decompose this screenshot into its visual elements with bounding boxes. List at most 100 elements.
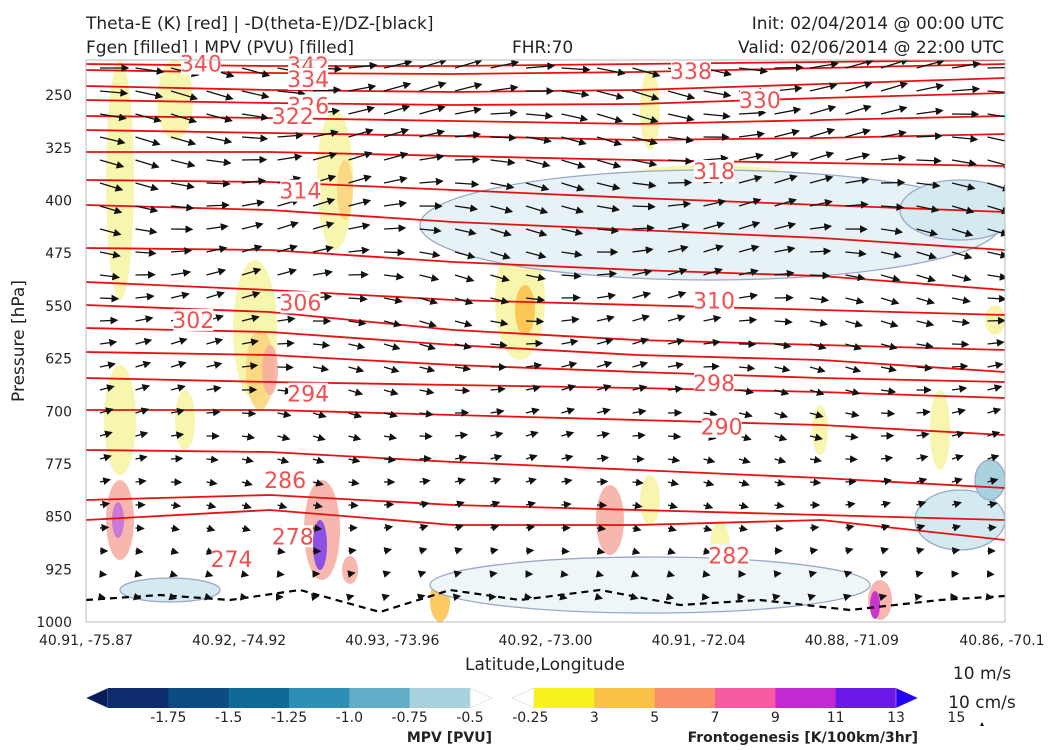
wind-vector bbox=[842, 593, 852, 602]
wind-vector bbox=[916, 274, 936, 283]
wind-vector bbox=[416, 593, 426, 602]
wind-vector bbox=[347, 570, 356, 578]
fill-contour bbox=[515, 285, 535, 335]
theta-e-contour bbox=[86, 179, 1005, 213]
theta-e-label: 298 bbox=[693, 372, 735, 397]
wind-vector bbox=[99, 159, 125, 169]
y-tick-label: 1000 bbox=[36, 615, 72, 631]
wind-vector bbox=[454, 523, 464, 532]
wind-vector bbox=[133, 592, 142, 601]
wind-vector bbox=[703, 524, 713, 533]
wind-vector bbox=[99, 182, 124, 192]
wind-vector bbox=[383, 296, 403, 305]
wind-vector bbox=[809, 388, 825, 396]
theta-e-label: 278 bbox=[272, 525, 314, 550]
wind-vector bbox=[987, 228, 1005, 237]
theta-e-contour bbox=[86, 151, 1005, 167]
wind-vector bbox=[632, 431, 646, 440]
wind-vector bbox=[170, 113, 198, 124]
wind-vector bbox=[277, 456, 290, 464]
wind-vector bbox=[135, 430, 149, 439]
mpv-tick: -1.0 bbox=[336, 710, 363, 726]
wind-vector bbox=[348, 547, 357, 555]
wind-vector bbox=[596, 524, 607, 533]
wind-vector bbox=[703, 221, 725, 230]
wind-vector bbox=[703, 456, 716, 464]
wind-vector bbox=[596, 477, 609, 486]
wind-vector bbox=[809, 411, 824, 419]
wind-vector bbox=[170, 454, 184, 463]
wind-vector bbox=[419, 409, 434, 418]
y-tick-label: 850 bbox=[45, 510, 72, 526]
wind-vector bbox=[594, 592, 604, 601]
wind-vector bbox=[348, 388, 364, 396]
wind-vector bbox=[454, 228, 477, 236]
valid-time: Valid: 02/06/2014 @ 22:00 UTC bbox=[738, 38, 1004, 58]
wind-vector bbox=[738, 456, 751, 465]
wind-vector bbox=[774, 501, 785, 510]
wind-vector bbox=[419, 81, 447, 92]
wind-vector bbox=[312, 341, 331, 349]
wind-vector bbox=[206, 290, 225, 299]
wind-vector bbox=[454, 155, 481, 164]
wind-vector bbox=[348, 128, 374, 138]
wind-vector bbox=[490, 251, 511, 260]
fgen-tick: 11 bbox=[827, 710, 845, 726]
mpv-tick: -0.5 bbox=[456, 710, 483, 726]
wind-vector bbox=[241, 432, 256, 441]
wind-vector bbox=[241, 267, 262, 276]
fgen-tick: 15 bbox=[947, 710, 965, 726]
wind-vector bbox=[383, 410, 398, 419]
wind-vector bbox=[348, 342, 366, 350]
fill-contour bbox=[930, 390, 950, 470]
wind-vector bbox=[845, 81, 873, 92]
wind-vector bbox=[383, 342, 401, 351]
fgen-swatch bbox=[715, 688, 776, 708]
wind-vector bbox=[809, 295, 830, 304]
wind-vector bbox=[667, 385, 684, 394]
wind-vector bbox=[916, 107, 944, 116]
wind-vector bbox=[987, 339, 1005, 347]
wind-vector bbox=[845, 176, 870, 185]
theta-e-label-bg bbox=[701, 415, 742, 438]
fill-contour bbox=[157, 60, 193, 140]
fgen-swatch bbox=[895, 687, 919, 709]
wind-vector bbox=[490, 341, 508, 349]
wind-vector bbox=[632, 478, 644, 487]
wind-vector bbox=[490, 133, 517, 142]
wind-vector bbox=[419, 104, 446, 115]
wind-vector bbox=[845, 523, 855, 532]
wind-vector bbox=[525, 477, 537, 485]
wind-vector bbox=[774, 106, 802, 115]
wind-vector bbox=[170, 203, 195, 212]
wind-vector bbox=[561, 90, 590, 98]
wind-vector bbox=[525, 384, 541, 393]
mpv-swatch bbox=[85, 687, 109, 709]
wind-vector bbox=[987, 182, 1005, 192]
init-time: Init: 02/04/2014 @ 00:00 UTC bbox=[751, 14, 1004, 34]
wind-vector bbox=[632, 159, 658, 168]
theta-e-label-bg bbox=[265, 469, 306, 492]
fill-contour bbox=[313, 520, 327, 570]
fgen-swatch bbox=[511, 687, 535, 709]
vector-legend-arrow-icon bbox=[980, 722, 984, 726]
wind-vector bbox=[774, 128, 800, 138]
wind-vector bbox=[667, 361, 684, 370]
wind-vector bbox=[312, 411, 327, 419]
wind-vector bbox=[170, 431, 185, 440]
fill-contour bbox=[985, 305, 1005, 335]
wind-vector bbox=[348, 270, 369, 279]
wind-vector bbox=[99, 250, 121, 259]
wind-vector bbox=[845, 477, 857, 486]
theta-e-label: 318 bbox=[693, 160, 735, 185]
wind-vector bbox=[490, 109, 518, 117]
wind-vector bbox=[807, 593, 817, 602]
wind-vector bbox=[206, 113, 233, 123]
wind-vector bbox=[312, 221, 335, 230]
wind-vector bbox=[170, 269, 192, 277]
y-tick-label: 625 bbox=[45, 352, 72, 368]
theta-e-label: 286 bbox=[264, 469, 306, 494]
wind-vector bbox=[667, 432, 682, 441]
wind-vector bbox=[277, 433, 291, 442]
wind-vector bbox=[916, 205, 940, 213]
